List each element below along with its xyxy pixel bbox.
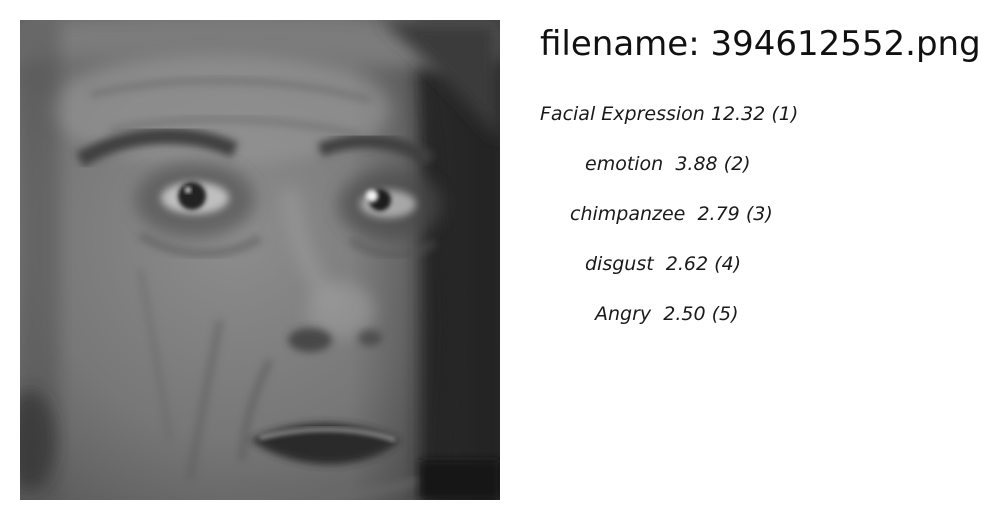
label-row: disgust 2.62 (4) xyxy=(585,253,741,275)
label-row: Angry 2.50 (5) xyxy=(595,303,739,325)
filename-heading: filename: 394612552.png xyxy=(540,24,981,64)
face-photo-image xyxy=(20,20,500,500)
label-name: chimpanzee xyxy=(570,203,686,225)
label-name: disgust xyxy=(585,253,654,275)
label-rank: (1) xyxy=(771,103,799,125)
label-rank: (2) xyxy=(723,153,751,175)
label-score: 2.79 xyxy=(697,203,740,225)
label-name: Facial Expression xyxy=(540,103,705,125)
label-score: 3.88 xyxy=(675,153,718,175)
label-row: Facial Expression 12.32 (1) xyxy=(540,103,798,125)
label-rank: (5) xyxy=(711,303,739,325)
label-score: 2.50 xyxy=(663,303,706,325)
label-rank: (3) xyxy=(745,203,773,225)
label-row: emotion 3.88 (2) xyxy=(585,153,751,175)
filename-prefix: filename: xyxy=(540,24,700,64)
face-photo xyxy=(20,20,500,500)
label-name: Angry xyxy=(595,303,652,325)
label-rank: (4) xyxy=(714,253,742,275)
filename-value: 394612552.png xyxy=(710,24,981,64)
label-name: emotion xyxy=(585,153,664,175)
label-row: chimpanzee 2.79 (3) xyxy=(570,203,773,225)
label-score: 2.62 xyxy=(665,253,709,275)
label-score: 12.32 xyxy=(710,103,766,125)
